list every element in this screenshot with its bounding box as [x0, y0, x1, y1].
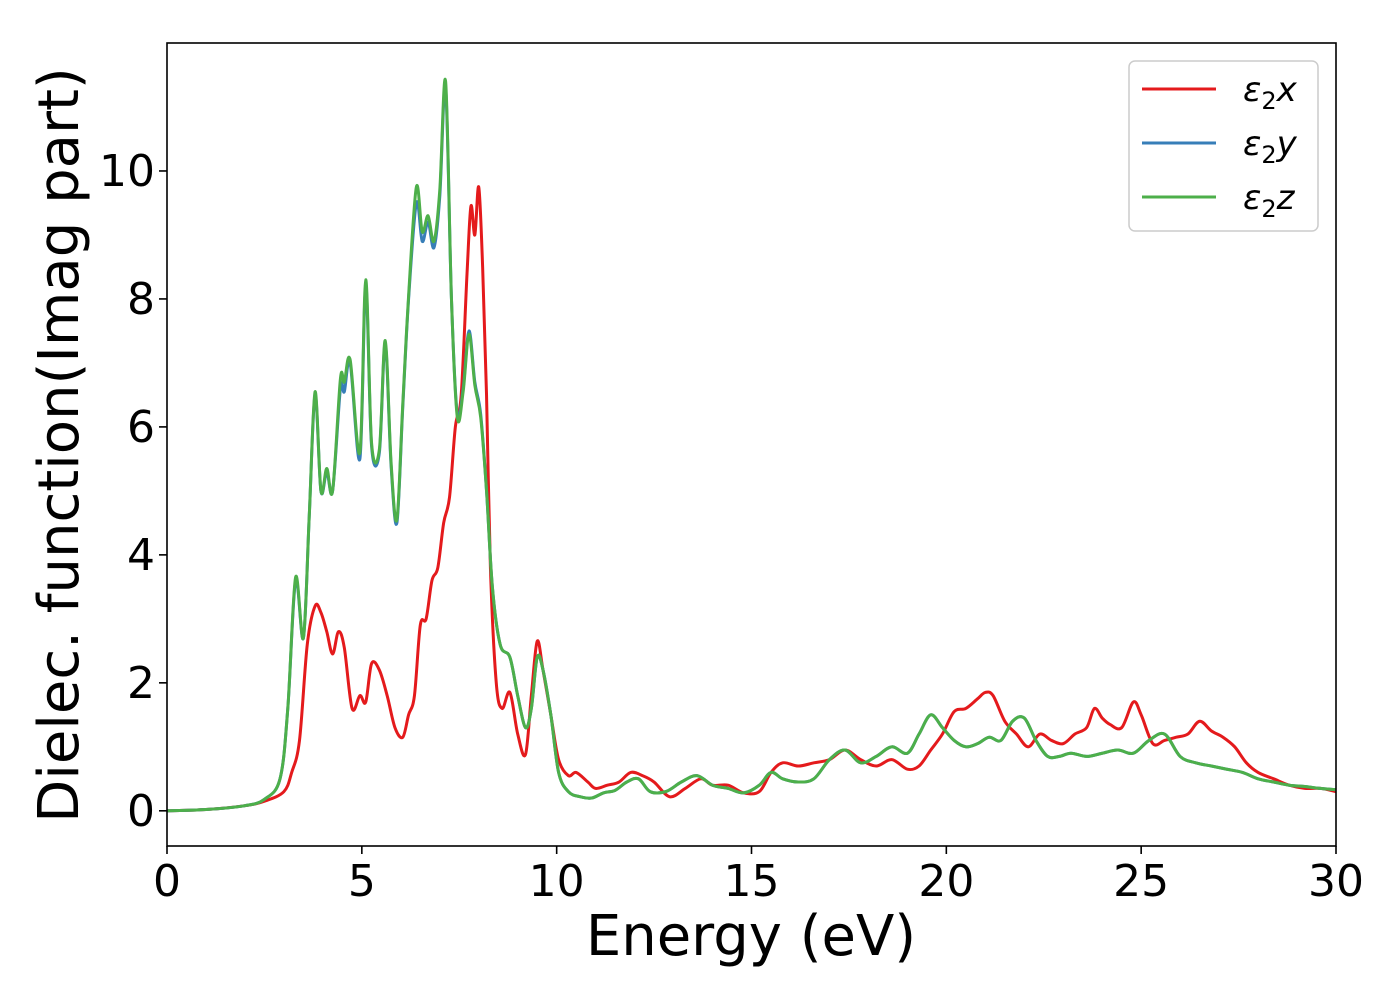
- y-tick-label: 0: [127, 786, 155, 837]
- series-line-z: [167, 77, 1336, 813]
- x-tick-label: 5: [348, 856, 376, 907]
- series-line-x: [167, 185, 1336, 813]
- legend: ε2x ε2y ε2z: [1128, 60, 1319, 232]
- y-tick-label: 6: [127, 402, 155, 453]
- series-lines: [167, 77, 1336, 813]
- y-tick-label: 8: [127, 274, 155, 325]
- x-tick-label: 0: [153, 856, 181, 907]
- x-tick-label: 10: [529, 856, 585, 907]
- x-tick-label: 25: [1113, 856, 1169, 907]
- legend-label-x: ε2x: [1243, 70, 1298, 115]
- legend-label-y: ε2y: [1243, 124, 1298, 169]
- y-tick-label: 4: [127, 530, 155, 581]
- y-tick-label: 10: [99, 146, 155, 197]
- x-tick-label: 20: [918, 856, 974, 907]
- x-tick-label: 15: [724, 856, 780, 907]
- x-axis-label: Energy (eV): [586, 904, 916, 969]
- legend-box: [1128, 60, 1319, 232]
- x-axis-ticks: 0 5 10 15 20 25 30: [153, 846, 1364, 907]
- x-tick-label: 30: [1308, 856, 1364, 907]
- y-axis-label: Dielec. function(Imag part): [27, 67, 92, 823]
- legend-label-z: ε2z: [1243, 178, 1296, 223]
- y-tick-label: 2: [127, 658, 155, 709]
- y-axis-ticks: 0 2 4 6 8 10: [99, 146, 167, 837]
